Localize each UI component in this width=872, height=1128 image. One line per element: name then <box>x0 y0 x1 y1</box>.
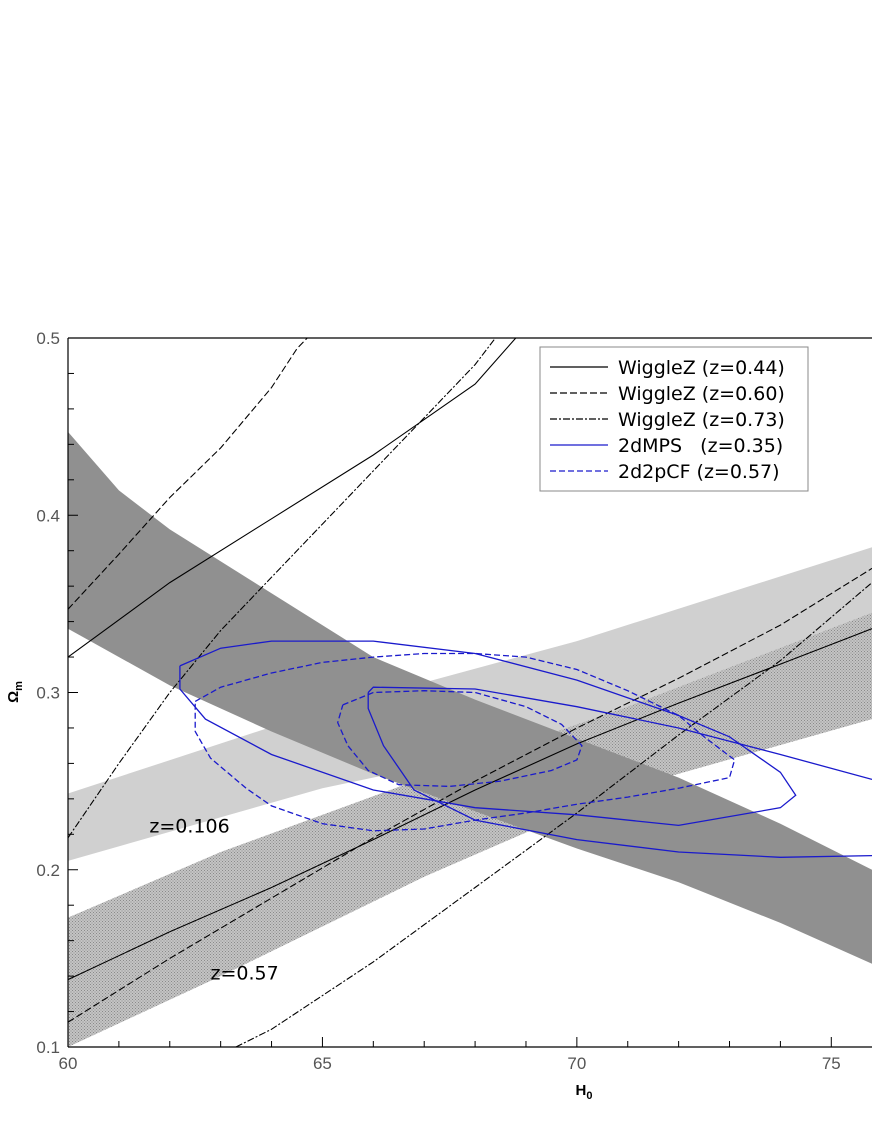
legend: WiggleZ (z=0.44) WiggleZ (z=0.60) WiggleZ … <box>539 346 809 492</box>
legend-label: 2d2pCF (z=0.57) <box>618 461 780 483</box>
confidence-bands <box>68 431 872 1047</box>
legend-box <box>539 346 809 492</box>
series-2-line-1 <box>235 582 872 1047</box>
legend-label: 2dMPS (z=0.35) <box>618 435 783 457</box>
x-tick-label: 70 <box>567 1054 586 1073</box>
series-0-line-0 <box>68 338 517 658</box>
annotations: z=0.106 z=0.57 <box>149 816 278 985</box>
y-tick-label: 0.4 <box>36 506 60 525</box>
y-tick-label: 0.1 <box>36 1038 60 1057</box>
band-annotation: z=0.106 <box>149 816 229 838</box>
band-annotation: z=0.57 <box>210 963 278 985</box>
series-3-line-1 <box>367 686 872 781</box>
series-4-line-0 <box>194 652 736 832</box>
series-4-line-1 <box>337 690 583 788</box>
y-tick-label: 0.2 <box>36 861 60 880</box>
x-tick-label: 65 <box>313 1054 332 1073</box>
axes: 60 65 70 75 0.1 0.2 0.3 0.4 0.5 <box>36 329 872 1073</box>
y-axis-title: Ωm <box>5 681 25 703</box>
band-2 <box>68 431 872 964</box>
x-axis-title: H0 <box>576 1082 593 1102</box>
legend-label: WiggleZ (z=0.73) <box>618 409 785 431</box>
legend-label: WiggleZ (z=0.44) <box>618 357 785 379</box>
y-tick-label: 0.5 <box>36 329 60 348</box>
legend-label: WiggleZ (z=0.60) <box>618 383 785 405</box>
x-tick-label: 60 <box>59 1054 78 1073</box>
y-tick-label: 0.3 <box>36 684 60 703</box>
series-0-line-1 <box>68 628 872 981</box>
series-1-line-1 <box>68 567 872 1023</box>
band-1 <box>68 612 872 1047</box>
series-3-line-0 <box>179 640 797 827</box>
x-tick-label: 75 <box>822 1054 841 1073</box>
series-lines <box>68 338 872 1047</box>
series-2-line-0 <box>68 338 496 839</box>
series-1-line-0 <box>68 338 308 610</box>
